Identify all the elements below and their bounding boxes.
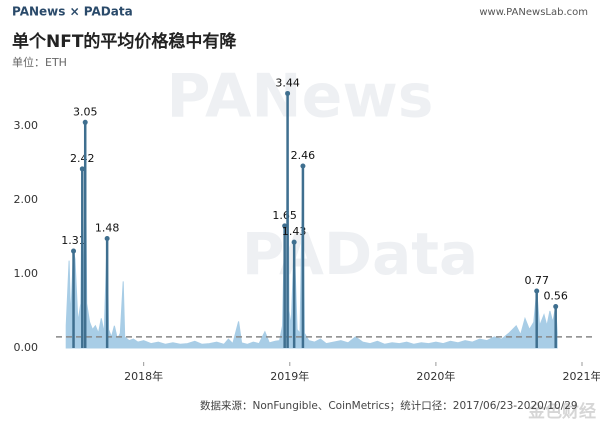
source: 数据来源：NonFungible、CoinMetrics；统计口径：2017/0…: [200, 399, 578, 412]
y-tick-label: 0.00: [14, 341, 39, 354]
x-tick-label: 2021年: [563, 369, 600, 383]
annotation-dot: [82, 119, 88, 125]
data-label: 1.65: [272, 209, 297, 222]
annotation-dot: [285, 90, 291, 96]
watermark: 金色财经: [527, 401, 596, 422]
data-label: 0.56: [543, 290, 568, 303]
data-label: 2.46: [291, 149, 316, 162]
subtitle: 单位：ETH: [12, 55, 67, 69]
annotation-dot: [300, 163, 306, 169]
annotation-dot: [553, 304, 559, 310]
watermark: PANews: [167, 62, 434, 132]
watermark: PAData: [242, 220, 478, 288]
x-tick-label: 2018年: [124, 369, 163, 383]
data-label: 3.05: [73, 105, 98, 118]
data-label: 1.43: [282, 225, 307, 238]
annotation-dot: [291, 239, 297, 245]
annotation-dot: [534, 288, 540, 294]
y-tick-label: 1.00: [14, 267, 39, 280]
annotation-dot: [71, 248, 77, 254]
url: www.PANewsLab.com: [479, 7, 588, 18]
annotation-dot: [104, 235, 110, 241]
data-label: 3.44: [275, 76, 300, 89]
y-tick-label: 3.00: [14, 119, 39, 132]
y-tick-label: 2.00: [14, 193, 39, 206]
logo: PANews × PAData: [12, 5, 133, 19]
chart-title: 单个NFT的平均价格稳中有降: [12, 31, 237, 52]
annotation-dot: [79, 166, 85, 172]
x-tick-label: 2020年: [416, 369, 455, 383]
data-label: 1.48: [95, 221, 120, 234]
data-label: 1.31: [61, 234, 86, 247]
data-label: 2.42: [70, 152, 95, 165]
annotation-dot: [282, 223, 288, 229]
data-label: 0.77: [524, 274, 549, 287]
x-tick-label: 2019年: [270, 369, 309, 383]
